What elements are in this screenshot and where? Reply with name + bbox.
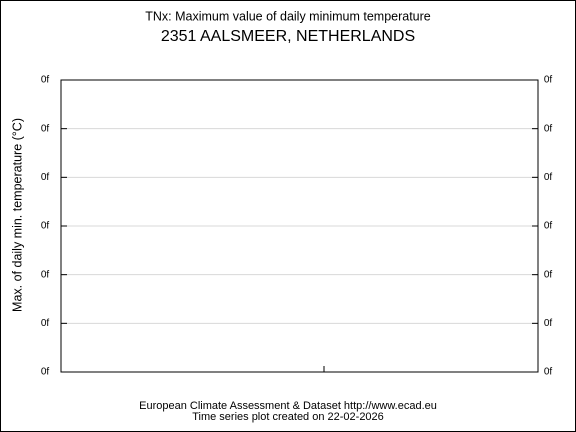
y-tick-label: 0f bbox=[544, 221, 553, 232]
y-tick-label: 0f bbox=[41, 123, 50, 134]
y-axis-label: Max. of daily min. temperature (°C) bbox=[10, 118, 24, 312]
y-tick-label: 0f bbox=[41, 75, 50, 86]
footer: Time series plot created on 22-02-2026 bbox=[192, 411, 384, 423]
y-tick-label: 0f bbox=[41, 367, 50, 378]
y-tick-label: 0f bbox=[544, 367, 553, 378]
y-tick-label: 0f bbox=[544, 75, 553, 86]
footer: European Climate Assessment & Dataset ht… bbox=[139, 400, 437, 412]
y-tick-label: 0f bbox=[41, 172, 50, 183]
chart-title: TNx: Maximum value of daily minimum temp… bbox=[145, 9, 431, 23]
y-tick-label: 0f bbox=[41, 318, 50, 329]
y-tick-label: 0f bbox=[544, 172, 553, 183]
y-tick-label: 0f bbox=[41, 221, 50, 232]
y-tick-label: 0f bbox=[544, 269, 553, 280]
y-tick-label: 0f bbox=[544, 123, 553, 134]
chart-subtitle: 2351 AALSMEER, NETHERLANDS bbox=[161, 28, 415, 45]
y-tick-label: 0f bbox=[41, 269, 50, 280]
plot-area bbox=[60, 79, 539, 373]
y-tick-label: 0f bbox=[544, 318, 553, 329]
